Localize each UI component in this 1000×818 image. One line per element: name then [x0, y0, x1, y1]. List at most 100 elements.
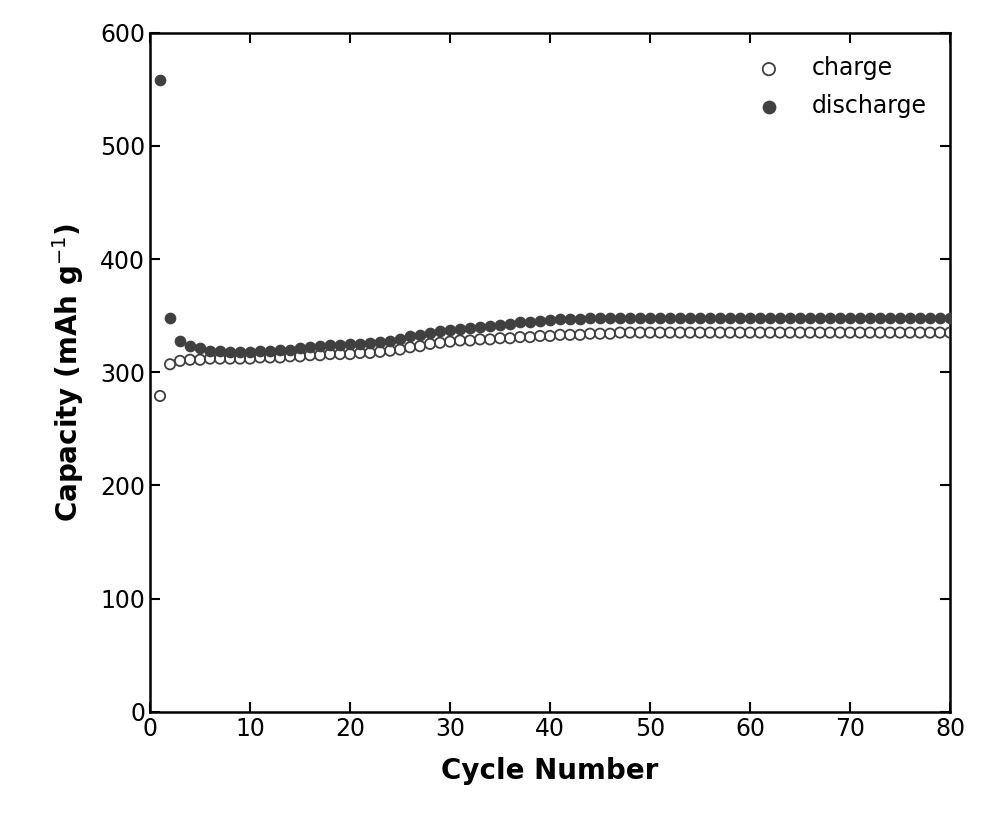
charge — [812, 326, 828, 339]
discharge — [772, 312, 788, 325]
discharge — [912, 312, 928, 325]
discharge — [722, 312, 738, 325]
discharge — [552, 312, 568, 326]
discharge — [932, 312, 948, 325]
discharge — [712, 312, 728, 325]
charge — [342, 348, 358, 361]
discharge — [482, 319, 498, 332]
charge — [272, 351, 288, 364]
discharge — [242, 345, 258, 358]
charge — [582, 327, 598, 340]
discharge — [412, 328, 428, 341]
charge — [202, 352, 218, 365]
discharge — [262, 344, 278, 357]
charge — [632, 326, 648, 339]
discharge — [792, 312, 808, 325]
discharge — [252, 344, 268, 357]
discharge — [362, 336, 378, 349]
discharge — [472, 321, 488, 334]
discharge — [522, 316, 538, 329]
charge — [302, 348, 318, 362]
charge — [402, 341, 418, 354]
discharge — [162, 312, 178, 325]
charge — [572, 328, 588, 341]
discharge — [182, 339, 198, 353]
charge — [682, 326, 698, 339]
discharge — [652, 312, 668, 325]
charge — [842, 326, 858, 339]
charge — [162, 357, 178, 371]
discharge — [392, 333, 408, 346]
charge — [262, 351, 278, 364]
discharge — [382, 334, 398, 347]
discharge — [902, 312, 918, 325]
discharge — [892, 312, 908, 325]
charge — [192, 353, 208, 366]
charge — [322, 348, 338, 361]
discharge — [322, 339, 338, 352]
charge — [562, 328, 578, 341]
discharge — [282, 343, 298, 356]
X-axis label: Cycle Number: Cycle Number — [441, 757, 659, 785]
charge — [552, 328, 568, 341]
charge — [232, 352, 248, 365]
discharge — [422, 326, 438, 339]
charge — [392, 343, 408, 356]
charge — [182, 353, 198, 366]
discharge — [872, 312, 888, 325]
discharge — [312, 339, 328, 353]
charge — [872, 326, 888, 339]
charge — [532, 330, 548, 343]
charge — [862, 326, 878, 339]
charge — [492, 332, 508, 345]
discharge — [942, 312, 958, 325]
discharge — [292, 342, 308, 355]
charge — [732, 326, 748, 339]
charge — [902, 326, 918, 339]
Y-axis label: Capacity (mAh g$^{-1}$): Capacity (mAh g$^{-1}$) — [50, 222, 86, 522]
discharge — [202, 344, 218, 357]
charge — [522, 330, 538, 344]
discharge — [192, 342, 208, 355]
charge — [852, 326, 868, 339]
discharge — [692, 312, 708, 325]
charge — [932, 326, 948, 339]
charge — [382, 344, 398, 357]
discharge — [432, 325, 448, 338]
discharge — [462, 321, 478, 335]
discharge — [502, 317, 518, 330]
discharge — [702, 312, 718, 325]
charge — [482, 333, 498, 346]
discharge — [172, 334, 188, 347]
charge — [542, 330, 558, 343]
charge — [882, 326, 898, 339]
charge — [782, 326, 798, 339]
charge — [512, 330, 528, 344]
charge — [362, 346, 378, 359]
discharge — [512, 316, 528, 329]
discharge — [542, 313, 558, 326]
charge — [282, 350, 298, 363]
charge — [422, 337, 438, 350]
discharge — [632, 312, 648, 325]
discharge — [672, 312, 688, 325]
charge — [442, 335, 458, 348]
discharge — [842, 312, 858, 325]
charge — [602, 327, 618, 340]
charge — [372, 345, 388, 358]
charge — [922, 326, 938, 339]
discharge — [372, 335, 388, 348]
charge — [722, 326, 738, 339]
charge — [802, 326, 818, 339]
discharge — [922, 312, 938, 325]
charge — [692, 326, 708, 339]
charge — [612, 326, 628, 339]
charge — [752, 326, 768, 339]
discharge — [402, 330, 418, 343]
discharge — [332, 339, 348, 352]
charge — [152, 389, 168, 402]
discharge — [532, 315, 548, 328]
discharge — [802, 312, 818, 325]
discharge — [352, 337, 368, 350]
discharge — [222, 345, 238, 358]
